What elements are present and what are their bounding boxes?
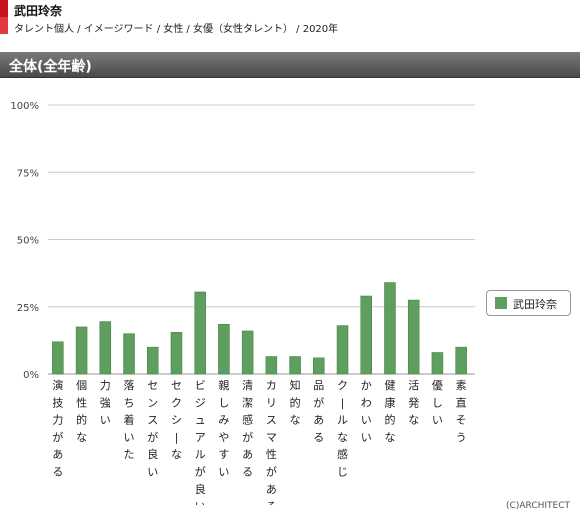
header: 武田玲奈 タレント個人 / イメージワード / 女性 / 女優（女性タレント） …: [0, 0, 580, 42]
y-tick-label: 0%: [23, 370, 39, 381]
copyright: (C)ARCHITECT: [506, 501, 570, 511]
bar: [407, 299, 420, 375]
x-tick-label: 演技力がある: [52, 378, 63, 479]
x-tick-label: 素直そう: [456, 379, 467, 444]
x-tick-label: ク|ルな感じ: [337, 379, 348, 479]
bar: [265, 356, 278, 375]
bar: [241, 330, 254, 375]
talent-name: 武田玲奈: [14, 4, 63, 18]
bar: [431, 352, 444, 375]
x-tick-label: 個性的な: [76, 379, 87, 444]
x-tick-label: 清潔感がある: [242, 379, 253, 479]
bar: [170, 332, 183, 375]
x-tick-label: カリスマ性がある: [266, 379, 277, 505]
x-tick-label: 力強い: [100, 379, 111, 427]
y-tick-label: 50%: [17, 236, 39, 247]
x-tick-label: センスが良い: [147, 379, 158, 479]
y-tick-label: 25%: [17, 303, 39, 314]
x-tick-label: 知的な: [290, 378, 301, 427]
bar: [384, 282, 396, 375]
bar: [218, 323, 230, 375]
section-title: 全体(全年齢): [9, 59, 92, 75]
y-tick-label: 100%: [10, 101, 39, 112]
bar: [147, 346, 159, 375]
bar: [313, 357, 325, 375]
x-tick-label: かわいい: [361, 379, 372, 444]
breadcrumb: タレント個人 / イメージワード / 女性 / 女優（女性タレント） / 202…: [14, 24, 339, 35]
y-tick-label: 75%: [17, 168, 39, 179]
bar: [99, 321, 112, 375]
bar: [289, 356, 301, 375]
x-tick-label: 品がある: [313, 379, 324, 444]
bar: [52, 341, 64, 375]
bar: [455, 346, 467, 375]
bar-chart: 0% 25% 50% 75% 100% 演技力がある 個性的な 力強い 落ち着いた センスが良い セ…: [10, 101, 475, 505]
bar: [336, 325, 349, 375]
x-tick-label: 健康的な: [384, 379, 395, 444]
x-tick-label: 優しい: [432, 379, 443, 427]
x-tick-label: 親しみやすい: [218, 379, 229, 479]
x-tick-label: ビジュアルが良い: [195, 379, 206, 505]
section-header: 全体(全年齢): [0, 52, 580, 78]
accent-bar: [0, 0, 8, 34]
x-tick-label: セクシ|な: [171, 379, 182, 461]
legend-swatch: [495, 297, 507, 309]
bar: [75, 326, 88, 375]
x-tick-label: 落ち着いた: [124, 379, 135, 461]
chart-legend: 武田玲奈: [486, 290, 571, 316]
bar: [194, 291, 206, 375]
bar: [360, 295, 372, 375]
x-tick-label: 活発な: [408, 379, 419, 427]
bar: [123, 333, 135, 375]
legend-label: 武田玲奈: [513, 298, 557, 311]
